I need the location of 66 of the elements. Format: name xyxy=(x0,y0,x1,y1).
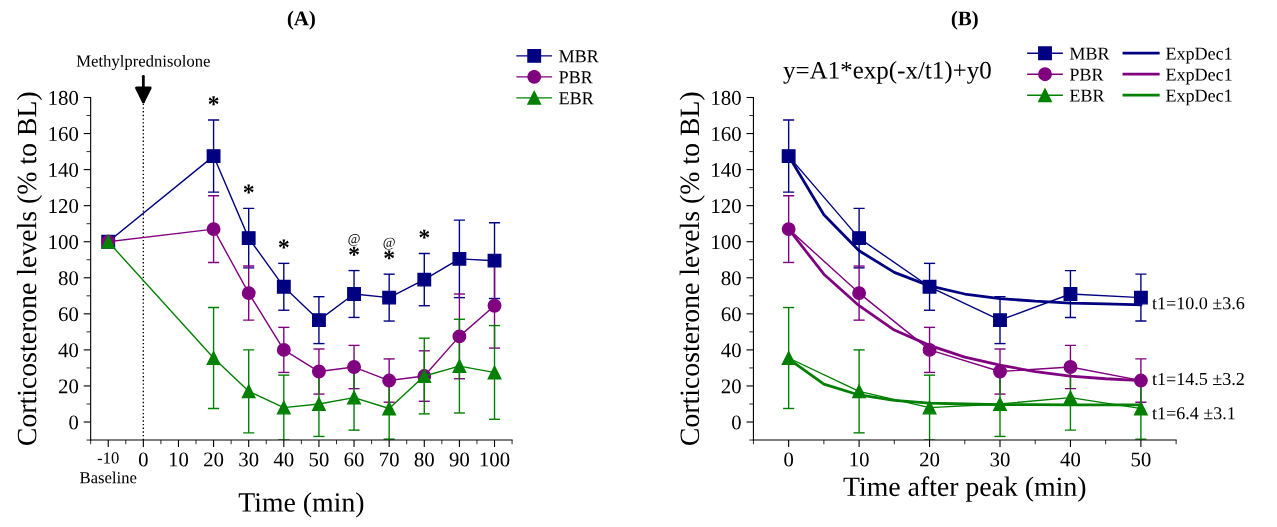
y-tick-label: 80 xyxy=(58,271,79,286)
x-tick-label: 20 xyxy=(204,452,224,467)
chart-title: (A) xyxy=(287,10,315,30)
y-tick-label: 100 xyxy=(49,235,79,250)
x-tick-label: 30 xyxy=(990,452,1010,467)
y-tick-label: 40 xyxy=(721,343,741,358)
annotation: t1=14.5 ±3.2 xyxy=(1152,372,1244,386)
legend-label: EBR xyxy=(1069,89,1105,102)
x-tick-label: 0 xyxy=(784,452,794,467)
y-tick-label: 20 xyxy=(721,379,741,394)
legend-label: ExpDec1 xyxy=(1166,68,1232,85)
x-axis-title: Time (min) xyxy=(238,492,364,518)
x-tick-label: 60 xyxy=(344,452,364,467)
x-tick-label: 90 xyxy=(449,452,470,467)
annotation: t1=6.4 ±3.1 xyxy=(1152,407,1235,420)
annotation: * xyxy=(349,246,359,256)
legend-label: ExpDec1 xyxy=(1166,47,1232,64)
text: y=A1*exp(-x/t1)+y0 xyxy=(783,61,991,84)
legend-label: ExpDec1 xyxy=(1166,89,1232,106)
y-tick-label: 60 xyxy=(58,307,79,322)
y-tick-label: 140 xyxy=(49,162,79,178)
x-tick-label: 100 xyxy=(480,452,510,467)
chart-title: (B) xyxy=(951,10,978,30)
annotation: t1=10.0 ±3.6 xyxy=(1152,297,1245,310)
x-tick-label: 20 xyxy=(920,452,940,467)
y-tick-label: 120 xyxy=(712,199,741,214)
y-tick-label: 40 xyxy=(58,343,79,358)
y-tick-label: 160 xyxy=(712,126,741,141)
y-tick-label: 80 xyxy=(721,271,741,286)
legend-label: MBR xyxy=(559,50,599,63)
x-tick-label: 50 xyxy=(309,452,329,467)
x-tick-label: 10 xyxy=(850,452,869,467)
y-tick-label: 0 xyxy=(732,415,741,430)
y-axis-title: Corticosterone levels (% to BL) xyxy=(679,92,705,446)
annotation: @ xyxy=(383,237,395,250)
y-tick-label: 0 xyxy=(69,415,79,430)
x-tick-label: -10 Baseline xyxy=(80,452,137,484)
x-tick-label: 10 xyxy=(169,452,189,467)
y-tick-label: 140 xyxy=(712,162,741,178)
y-tick-label: 120 xyxy=(49,199,79,214)
x-axis-title: Time after peak (min) xyxy=(843,476,1086,502)
x-tick-label: 70 xyxy=(380,452,399,467)
y-tick-label: 100 xyxy=(712,235,741,250)
annotation: * xyxy=(208,96,219,106)
y-tick-label: 180 xyxy=(712,90,741,105)
x-tick-label: 30 xyxy=(239,452,259,467)
x-tick-label: 50 xyxy=(1131,452,1151,467)
annotation: @ xyxy=(348,234,360,246)
legend-label: PBR xyxy=(559,71,593,84)
legend-label: EBR xyxy=(559,92,594,105)
annotation: * xyxy=(419,229,430,239)
y-tick-label: 180 xyxy=(49,90,79,105)
ref-line-label: Methylprednisolone xyxy=(76,54,210,71)
annotation: * xyxy=(243,184,254,194)
legend-label: MBR xyxy=(1069,47,1110,60)
y-tick-label: 160 xyxy=(49,126,79,141)
x-tick-label: 40 xyxy=(273,452,294,467)
x-tick-label: 0 xyxy=(138,452,148,467)
x-tick-label: 80 xyxy=(414,452,434,467)
legend-label: PBR xyxy=(1069,68,1104,81)
annotation: * xyxy=(384,250,395,260)
y-tick-label: 60 xyxy=(721,307,741,322)
y-tick-label: 20 xyxy=(58,379,79,394)
annotation: * xyxy=(278,239,289,249)
y-axis-title: Corticosterone levels (% to BL) xyxy=(16,92,43,446)
x-tick-label: 40 xyxy=(1060,452,1081,467)
